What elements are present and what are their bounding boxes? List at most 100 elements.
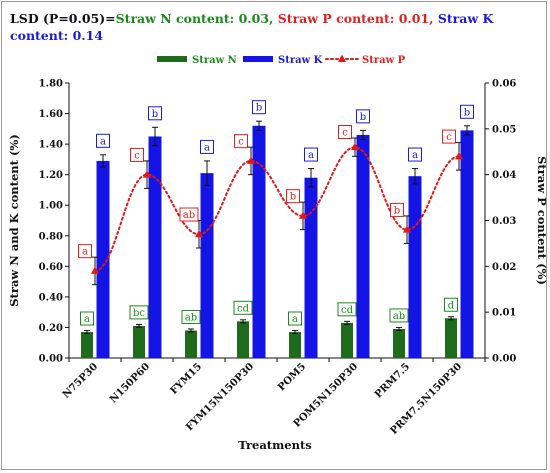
- y2-tick-label: 0.01: [492, 308, 516, 319]
- letter-straw-p-text: c: [238, 137, 244, 148]
- chart-legend: Straw N Straw K Straw P: [157, 54, 406, 66]
- y-tick-label: 0.00: [39, 354, 63, 365]
- letter-straw-n-text: cd: [341, 305, 354, 316]
- letter-straw-n-box: [80, 311, 94, 326]
- bar-straw-n: [237, 321, 249, 358]
- letter-straw-p-text: c: [342, 128, 348, 139]
- chart-axes: [65, 82, 489, 362]
- title-k-part: Straw K content: 0.14: [10, 11, 494, 43]
- y2-tick-label: 0.00: [492, 354, 516, 365]
- bar-straw-k: [408, 176, 422, 358]
- letter-straw-k-text: b: [360, 112, 366, 123]
- title-p-part: Straw P content: 0.01,: [277, 11, 434, 26]
- letter-straw-k-text: a: [100, 136, 106, 147]
- bar-straw-k: [148, 136, 162, 358]
- x-axis-label: Treatments: [238, 438, 312, 452]
- letter-straw-n-box: [288, 311, 302, 326]
- legend-label-straw-k: Straw K: [278, 55, 323, 66]
- letter-straw-n-box: [444, 297, 458, 312]
- y-tick-label: 0.80: [39, 231, 63, 242]
- letter-straw-p-text: b: [394, 205, 400, 216]
- marker-straw-p: [351, 142, 359, 151]
- letter-straw-n-box: [181, 309, 201, 324]
- title-prefix: LSD (P=0.05)=: [10, 11, 116, 26]
- letter-straw-n-text: a: [84, 314, 90, 325]
- marker-straw-p: [299, 211, 307, 219]
- bar-straw-n: [341, 322, 353, 358]
- y-tick-label: 1.40: [39, 140, 63, 151]
- letter-straw-k-box: [460, 104, 474, 119]
- bar-straw-k: [96, 160, 110, 358]
- letter-straw-p-box: [390, 202, 404, 217]
- y-tick-label: 0.60: [39, 262, 63, 273]
- letter-straw-k-text: a: [308, 150, 314, 161]
- marker-straw-p: [247, 156, 255, 164]
- bar-straw-n: [185, 330, 197, 358]
- letter-straw-k-box: [408, 147, 422, 162]
- bar-straw-n: [289, 332, 301, 358]
- bar-straw-k: [356, 134, 370, 358]
- bar-straw-k: [304, 177, 318, 358]
- legend-label-straw-p: Straw P: [362, 55, 406, 66]
- legend-swatch-straw-n: [157, 56, 187, 62]
- letter-straw-n-text: ab: [185, 312, 197, 323]
- letter-straw-n-text: ab: [393, 311, 405, 322]
- x-tick-label: N75P30: [61, 361, 100, 400]
- letter-straw-n-text: cd: [237, 303, 250, 314]
- bar-straw-n: [445, 318, 457, 358]
- letter-straw-n-text: d: [448, 300, 455, 311]
- y-tick-label: 0.40: [39, 292, 63, 303]
- bar-straw-n: [81, 332, 93, 358]
- bar-straw-n: [133, 325, 145, 358]
- y-axis-label: Straw N and K content (%): [7, 134, 21, 307]
- y-tick-label: 0.20: [39, 323, 63, 334]
- letter-straw-n-box: [389, 308, 409, 323]
- letter-straw-k-box: [148, 106, 162, 121]
- x-tick-label: N150P60: [108, 361, 152, 405]
- legend-swatch-straw-k: [243, 56, 273, 62]
- letter-straw-p-box: [286, 189, 300, 204]
- letter-straw-k-text: b: [256, 103, 262, 114]
- y2-tick-label: 0.02: [492, 262, 516, 273]
- y-tick-label: 1.80: [39, 79, 63, 90]
- marker-straw-p: [143, 170, 151, 178]
- y2-tick-label: 0.03: [492, 216, 516, 227]
- legend-label-straw-n: Straw N: [192, 55, 237, 66]
- title-n-part: Straw N content: 0.03,: [115, 11, 274, 26]
- y2-tick-label: 0.04: [492, 170, 516, 181]
- marker-straw-p: [91, 266, 99, 274]
- legend-marker-straw-p: [338, 54, 346, 62]
- letter-straw-p-box: [78, 244, 92, 259]
- bar-straw-k: [200, 173, 214, 358]
- marker-straw-p: [403, 225, 411, 233]
- letter-straw-n-box: [233, 300, 253, 315]
- letter-straw-k-box: [96, 133, 110, 148]
- letter-straw-n-box: [129, 305, 149, 320]
- x-tick-label: PRM7.5: [373, 361, 412, 400]
- letter-straw-k-box: [304, 147, 318, 162]
- letter-straw-p-box: [338, 125, 352, 139]
- letter-straw-p-box: [234, 134, 248, 149]
- letter-straw-p-text: ab: [183, 210, 195, 221]
- letter-straw-k-text: b: [152, 109, 158, 120]
- letter-straw-p-box: [179, 207, 199, 222]
- letter-straw-p-text: c: [134, 150, 140, 161]
- letter-straw-n-text: bc: [133, 308, 145, 319]
- chart-line: [91, 137, 463, 286]
- letter-straw-k-box: [252, 100, 266, 115]
- chart-bars: [81, 120, 474, 359]
- letter-straw-n-box: [337, 302, 357, 317]
- marker-straw-p: [455, 151, 463, 160]
- y-tick-label: 1.60: [39, 109, 63, 120]
- letter-straw-p-text: a: [82, 247, 88, 258]
- marker-straw-p: [195, 229, 203, 238]
- letter-straw-n-text: a: [292, 314, 298, 325]
- letter-straw-k-text: a: [412, 150, 418, 161]
- y2-tick-label: 0.06: [492, 79, 516, 90]
- letter-straw-k-text: b: [464, 107, 470, 118]
- y-tick-label: 1.00: [39, 201, 63, 212]
- y2-axis-label: Straw P content (%): [535, 156, 549, 285]
